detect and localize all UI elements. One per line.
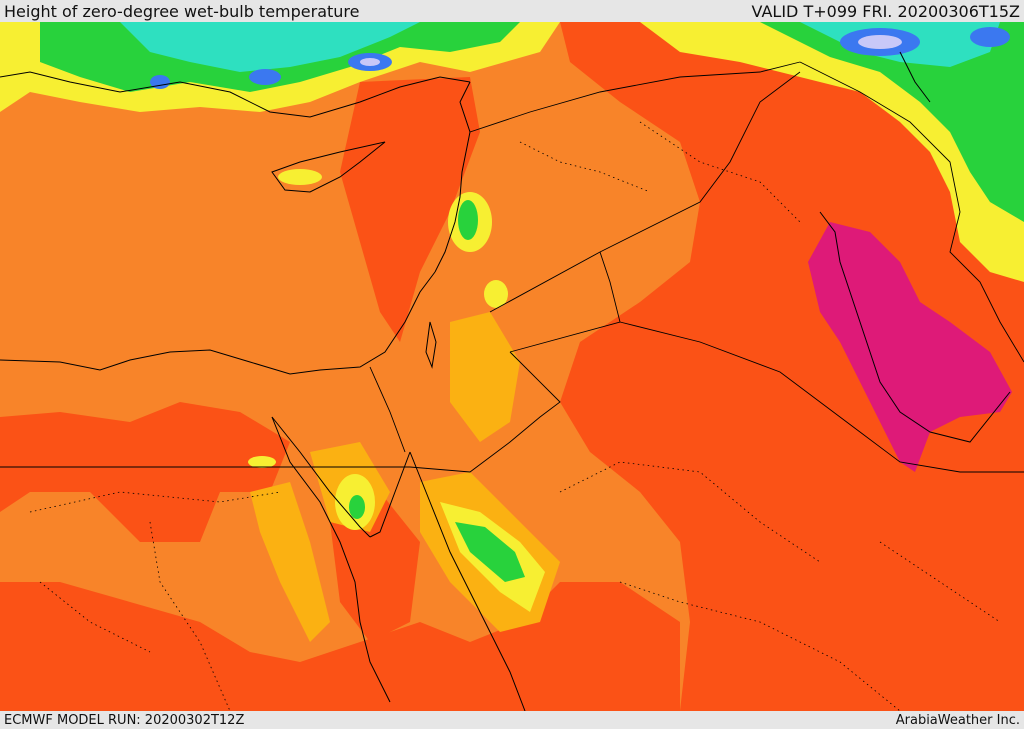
map-canvas bbox=[0, 22, 1024, 711]
field-green-hejaz bbox=[455, 522, 525, 582]
border-saudi-iraq bbox=[619, 321, 1024, 473]
coastline-gulf bbox=[819, 211, 1011, 443]
province-line-1 bbox=[29, 491, 281, 513]
field-deep-orange-levant bbox=[340, 77, 480, 342]
coastline-caspian bbox=[899, 51, 931, 103]
coastline-red-sea-east bbox=[409, 451, 526, 711]
field-aqua-north bbox=[120, 22, 420, 72]
border-sinai bbox=[369, 366, 406, 453]
coastline-gulf-of-suez bbox=[271, 416, 371, 538]
valid-time: VALID T+099 FRI. 20200306T15Z bbox=[751, 1, 1020, 21]
field-amber-egypt bbox=[250, 482, 330, 642]
field-yellow-jordan-spot bbox=[484, 280, 508, 308]
field-deep-orange-east bbox=[560, 22, 1024, 711]
field-blue-northeast-2 bbox=[970, 27, 1010, 47]
coastlines bbox=[0, 51, 1011, 711]
field-blue-north-3 bbox=[150, 75, 170, 89]
field-green-northeast bbox=[760, 22, 1024, 222]
field-yellow-cyprus bbox=[278, 169, 322, 185]
province-lines bbox=[29, 121, 1001, 711]
field-deep-orange-egypt bbox=[0, 402, 290, 542]
province-line-4 bbox=[619, 581, 901, 711]
coastline-dead-sea bbox=[425, 321, 437, 369]
border-iraq-iran bbox=[799, 61, 1024, 363]
field-blue-north-2 bbox=[249, 69, 281, 85]
header-bar: Height of zero-degree wet-bulb temperatu… bbox=[0, 0, 1024, 22]
province-line-8 bbox=[39, 581, 151, 653]
field-lavender-northeast-1 bbox=[858, 35, 902, 49]
border-syria-iraq bbox=[489, 71, 801, 313]
footer-bar: ECMWF MODEL RUN: 20200302T12Z ArabiaWeat… bbox=[0, 711, 1024, 729]
coastline-cyprus bbox=[271, 141, 386, 193]
coastline-egypt bbox=[0, 271, 436, 375]
coastline-turkey bbox=[0, 71, 471, 118]
field-green-sinai bbox=[349, 495, 365, 519]
field-amber-jordan bbox=[450, 312, 520, 442]
field-green-lebanon bbox=[458, 200, 478, 240]
map-title: Height of zero-degree wet-bulb temperatu… bbox=[4, 1, 360, 21]
model-run: ECMWF MODEL RUN: 20200302T12Z bbox=[4, 712, 245, 728]
province-line-7 bbox=[879, 541, 1001, 623]
border-turkey bbox=[469, 61, 801, 133]
border-jordan-iraq bbox=[509, 251, 621, 353]
coastline-levant bbox=[434, 81, 471, 273]
brand-credit: ArabiaWeather Inc. bbox=[895, 712, 1020, 728]
border-jordan-saudi bbox=[409, 351, 561, 473]
province-line-6 bbox=[519, 141, 651, 193]
field-deep-orange-south bbox=[0, 582, 680, 711]
province-line-5 bbox=[639, 121, 801, 223]
weather-map bbox=[0, 22, 1024, 711]
coastline-red-sea-west bbox=[271, 416, 391, 703]
field-magenta-gulf bbox=[808, 222, 1012, 472]
field-yellow-egypt-spot bbox=[248, 456, 276, 468]
coastline-gulf-of-aqaba bbox=[369, 451, 411, 538]
province-line-2 bbox=[149, 521, 231, 711]
field-lavender-north-1 bbox=[360, 58, 380, 66]
borders bbox=[0, 61, 1024, 473]
